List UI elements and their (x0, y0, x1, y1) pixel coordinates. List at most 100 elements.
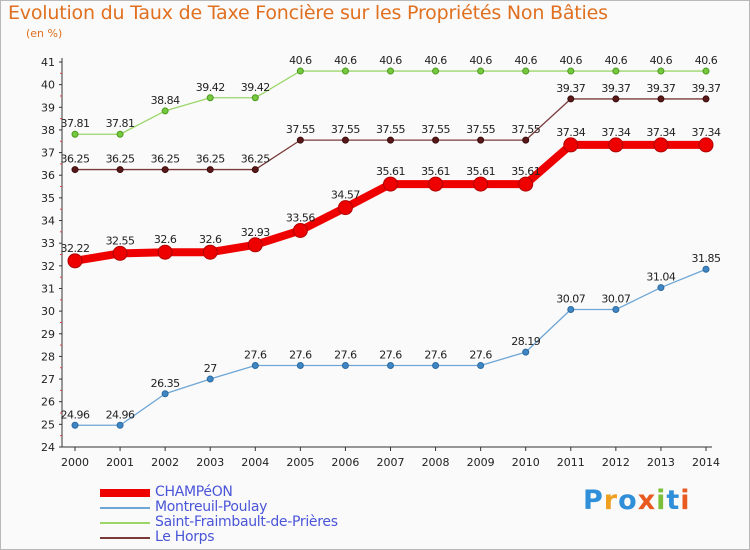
data-label: 32.55 (106, 234, 135, 247)
line-chart: 24 25 26 27 28 29 30 31 32 33 34 35 36 37 38 39 40 41 2000… (41, 54, 721, 469)
data-label: 33.56 (286, 211, 315, 224)
y-tick-label: 29 (41, 328, 55, 341)
data-label: 39.42 (196, 81, 225, 94)
legend-swatch (100, 507, 150, 509)
data-point (71, 166, 79, 174)
data-label: 40.6 (334, 54, 357, 67)
x-tick-label: 2005 (286, 456, 314, 469)
data-label: 39.37 (601, 82, 630, 95)
data-point (567, 306, 575, 314)
data-label: 30.07 (601, 293, 630, 306)
data-point (702, 95, 710, 103)
data-label: 27.6 (469, 348, 492, 361)
data-point (251, 166, 259, 174)
data-point (161, 107, 169, 115)
data-point (567, 95, 575, 103)
proxiti-logo: Proxiti (583, 485, 691, 516)
data-point (116, 130, 124, 138)
y-tick-label: 35 (41, 192, 55, 205)
data-point (477, 67, 485, 75)
y-tick-label: 24 (41, 441, 55, 454)
data-label: 27.6 (289, 348, 312, 361)
data-point (206, 375, 214, 383)
data-label: 36.25 (241, 153, 270, 166)
data-point (432, 67, 440, 75)
x-tick-label: 2010 (512, 456, 540, 469)
data-point (341, 67, 349, 75)
data-label: 40.6 (560, 54, 583, 67)
y-tick-label: 28 (41, 350, 55, 363)
data-label: 26.35 (151, 377, 180, 390)
data-point (206, 166, 214, 174)
data-point (657, 67, 665, 75)
data-label: 27 (204, 362, 217, 375)
y-unit-label: (en %) (26, 27, 63, 40)
data-label: 38.84 (151, 94, 180, 107)
data-label: 39.37 (692, 82, 721, 95)
data-label: 40.6 (650, 54, 673, 67)
data-point (383, 176, 398, 192)
data-point (112, 245, 128, 261)
data-label: 40.6 (289, 54, 312, 67)
y-tick-label: 41 (41, 56, 55, 69)
data-point (387, 361, 394, 369)
data-label: 36.25 (106, 153, 135, 166)
legend-label: Saint-Fraimbault-de-Prières (155, 514, 338, 530)
y-tick-label: 27 (41, 373, 55, 386)
data-label: 36.25 (196, 153, 225, 166)
data-point (612, 67, 620, 75)
data-label: 37.55 (466, 123, 495, 136)
data-point (206, 94, 214, 102)
data-point (296, 136, 304, 144)
chart-title: Evolution du Taux de Taxe Foncière sur l… (8, 2, 608, 24)
data-point (161, 166, 169, 174)
data-label: 32.6 (154, 233, 177, 246)
legend-swatch (100, 522, 150, 524)
data-label: 36.25 (151, 153, 180, 166)
x-tick-label: 2001 (106, 456, 134, 469)
x-tick-label: 2003 (196, 456, 224, 469)
data-point (522, 136, 530, 144)
data-label: 40.6 (424, 54, 447, 67)
data-point (251, 94, 259, 102)
data-point (477, 136, 485, 144)
data-label: 35.61 (421, 165, 450, 178)
legend-swatch (100, 537, 150, 539)
y-tick-label: 25 (41, 418, 55, 431)
y-tick-label: 39 (41, 101, 55, 114)
data-label: 37.81 (61, 117, 90, 130)
data-point (522, 348, 530, 356)
data-point (567, 67, 575, 75)
data-point (428, 176, 444, 192)
data-label: 32.6 (199, 233, 222, 246)
data-point (522, 67, 530, 75)
y-tick-label: 38 (41, 124, 55, 137)
x-tick-label: 2004 (241, 456, 269, 469)
data-point (341, 361, 349, 369)
data-label: 27.6 (424, 348, 447, 361)
data-label: 40.6 (605, 54, 628, 67)
y-tick-label: 40 (41, 79, 55, 92)
data-point (296, 361, 304, 369)
data-label: 37.55 (511, 123, 540, 136)
data-point (612, 95, 620, 103)
y-tick-label: 31 (41, 282, 55, 295)
data-point (702, 67, 710, 75)
data-point (657, 284, 665, 292)
data-point (161, 390, 169, 398)
data-label: 35.61 (376, 165, 405, 178)
data-label: 32.93 (241, 226, 270, 239)
data-label: 37.34 (601, 126, 630, 139)
x-tick-label: 2002 (151, 456, 179, 469)
data-label: 30.07 (556, 293, 585, 306)
data-label: 40.6 (469, 54, 492, 67)
data-label: 39.37 (646, 82, 675, 95)
y-tick-label: 33 (41, 237, 55, 250)
y-tick-label: 32 (41, 260, 55, 273)
data-point (292, 222, 308, 238)
y-tick-label: 34 (41, 215, 55, 228)
data-label: 37.81 (106, 117, 135, 130)
data-point (247, 237, 263, 253)
data-point (71, 130, 79, 138)
